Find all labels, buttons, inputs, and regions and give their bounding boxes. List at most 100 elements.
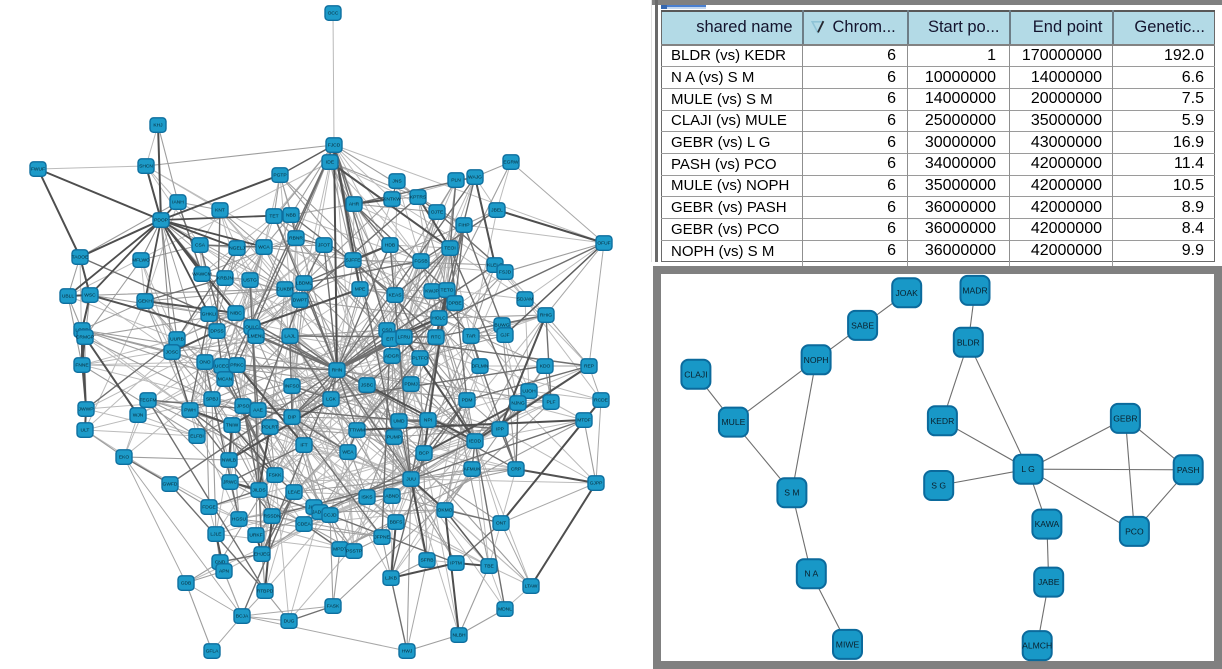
svg-text:OKMO: OKMO <box>438 508 453 514</box>
svg-text:OCC: OCC <box>328 11 339 17</box>
svg-text:DFLMN: DFLMN <box>472 364 489 370</box>
svg-text:UBLL: UBLL <box>62 294 75 300</box>
svg-text:TNIW: TNIW <box>226 423 239 429</box>
svg-text:SABE: SABE <box>851 320 874 330</box>
svg-text:CCJD: CCJD <box>323 513 337 519</box>
svg-text:GJPP: GJPP <box>590 481 603 487</box>
svg-text:RHN: RHN <box>332 368 343 374</box>
svg-text:MADR: MADR <box>962 285 987 295</box>
svg-text:KLELO: KLELO <box>487 263 503 269</box>
svg-text:ABND: ABND <box>385 494 399 500</box>
svg-text:CSO: CSO <box>382 328 393 334</box>
svg-text:LBDML: LBDML <box>296 281 313 287</box>
svg-text:WAWCM: WAWCM <box>192 272 212 278</box>
svg-text:USTG: USTG <box>243 278 257 284</box>
svg-text:PRKC: PRKC <box>230 363 244 369</box>
svg-text:ADGR: ADGR <box>385 354 400 360</box>
svg-text:SJFFE: SJFFE <box>346 258 362 264</box>
svg-text:IEOD: IEOD <box>469 439 481 445</box>
svg-text:JNS: JNS <box>392 179 402 185</box>
svg-text:APN: APN <box>219 569 230 575</box>
svg-text:PGTP: PGTP <box>273 173 286 179</box>
svg-text:RTBPD: RTBPD <box>257 589 274 595</box>
svg-text:BLDR: BLDR <box>957 337 980 347</box>
svg-text:PWH: PWH <box>184 408 196 414</box>
svg-text:FSJD: FSJD <box>499 270 512 276</box>
svg-text:NJNG: NJNG <box>511 401 525 407</box>
svg-text:KAWA: KAWA <box>1035 519 1060 529</box>
svg-text:WSC: WSC <box>84 293 96 299</box>
svg-text:MPDT: MPDT <box>333 547 347 553</box>
svg-text:TBE: TBE <box>484 564 494 570</box>
svg-text:FIHP: FIHP <box>458 223 469 229</box>
svg-text:PDLRT: PDLRT <box>262 425 278 431</box>
svg-text:WCA: WCA <box>258 245 270 251</box>
svg-text:PDMJ: PDMJ <box>404 382 418 388</box>
svg-text:MFLWO: MFLWO <box>132 258 150 264</box>
svg-text:EKO: EKO <box>119 455 130 461</box>
svg-text:HOLC: HOLC <box>432 316 446 322</box>
svg-text:DWPT: DWPT <box>293 298 307 304</box>
svg-text:JWWP: JWWP <box>79 407 94 413</box>
svg-text:ELFBI: ELFBI <box>190 434 204 440</box>
svg-text:AHR: AHR <box>349 202 360 208</box>
svg-text:RHIG: RHIG <box>540 313 552 319</box>
svg-text:AFMUK: AFMUK <box>463 467 481 473</box>
svg-text:NIBC: NIBC <box>230 311 242 317</box>
svg-text:LTAW: LTAW <box>525 584 538 590</box>
svg-text:HGSU: HGSU <box>232 517 247 523</box>
svg-text:MULE: MULE <box>721 417 745 427</box>
svg-text:FJCD: FJCD <box>328 143 341 149</box>
svg-text:DPSS: DPSS <box>210 329 224 335</box>
svg-text:JBEL: JBEL <box>491 208 503 214</box>
svg-text:GHKLI: GHKLI <box>202 312 217 318</box>
svg-text:GWFD: GWFD <box>163 482 178 488</box>
svg-text:ONT: ONT <box>496 521 506 527</box>
svg-text:KHJ: KHJ <box>153 123 163 129</box>
svg-text:HWJ: HWJ <box>402 649 413 655</box>
svg-text:KRBJN: KRBJN <box>217 276 234 282</box>
svg-text:JFPNE: JFPNE <box>374 535 390 541</box>
svg-text:JADHE: JADHE <box>312 510 329 516</box>
svg-text:MPE: MPE <box>355 287 366 293</box>
svg-text:CRMGP: CRMGP <box>76 335 94 341</box>
svg-text:UURB: UURB <box>170 337 184 343</box>
svg-text:ONO: ONO <box>199 360 210 366</box>
svg-text:RCDE: RCDE <box>594 398 609 404</box>
svg-text:TET: TET <box>269 214 278 220</box>
svg-text:URKF: URKF <box>249 533 262 539</box>
svg-text:JILDS: JILDS <box>252 488 266 494</box>
svg-text:BCP: BCP <box>419 451 429 457</box>
svg-text:S G: S G <box>931 481 946 491</box>
svg-text:L G: L G <box>1021 464 1035 474</box>
svg-text:FASK: FASK <box>327 604 340 610</box>
svg-text:OFUF: OFUF <box>597 241 610 247</box>
svg-text:CUKBR: CUKBR <box>276 287 294 293</box>
svg-text:REP: REP <box>584 364 594 370</box>
svg-text:JOAK: JOAK <box>895 288 918 298</box>
svg-text:KNT: KNT <box>215 208 225 214</box>
svg-text:UCEG: UCEG <box>215 364 229 370</box>
svg-text:TAOOE: TAOOE <box>72 255 89 261</box>
svg-text:LGK: LGK <box>326 397 337 403</box>
svg-text:FWUF: FWUF <box>31 167 45 173</box>
svg-text:ULT: ULT <box>81 428 90 434</box>
svg-text:LJKB: LJKB <box>385 576 397 582</box>
svg-text:GEBR: GEBR <box>1113 413 1137 423</box>
svg-text:JABE: JABE <box>1038 577 1060 587</box>
svg-text:RBNR: RBNR <box>289 236 303 242</box>
svg-text:IPP: IPP <box>496 427 504 433</box>
svg-text:JPSO: JPSO <box>237 404 250 410</box>
svg-text:CSA: CSA <box>195 243 206 249</box>
svg-text:FSKK: FSKK <box>269 473 283 479</box>
svg-text:RTC: RTC <box>431 335 441 341</box>
svg-text:EGRW: EGRW <box>503 160 519 166</box>
svg-text:AAE: AAE <box>253 408 264 414</box>
svg-text:EIT: EIT <box>386 337 394 343</box>
svg-text:WAJG: WAJG <box>468 175 482 181</box>
svg-text:INFSO: INFSO <box>285 384 300 390</box>
svg-text:JOSC: JOSC <box>165 350 179 356</box>
svg-text:GJF: GJF <box>500 333 509 339</box>
svg-text:IFT: IFT <box>300 443 307 449</box>
svg-text:PDM: PDM <box>462 398 473 404</box>
